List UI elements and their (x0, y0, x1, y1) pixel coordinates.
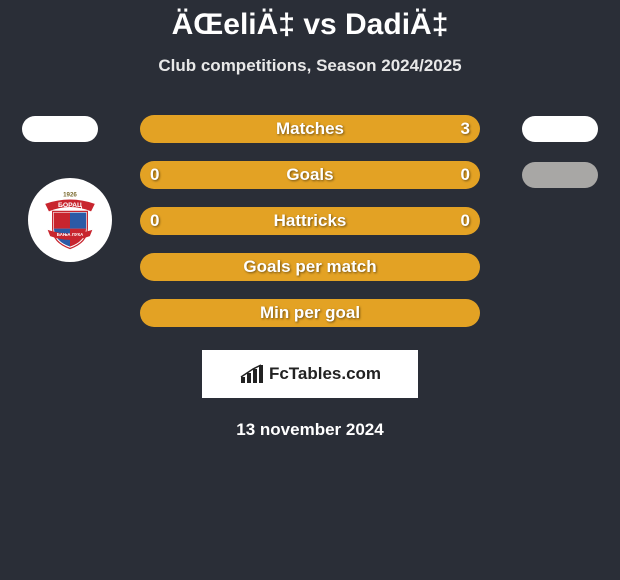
badge-shield-q1 (54, 213, 70, 229)
stat-value-right: 0 (461, 211, 470, 231)
stat-value-left: 0 (150, 211, 159, 231)
stat-pill: Matches 3 (140, 115, 480, 143)
stat-label: Hattricks (274, 211, 347, 231)
stat-pill: Min per goal (140, 299, 480, 327)
stat-value-left: 0 (150, 165, 159, 185)
stat-row: Matches 3 (0, 106, 620, 152)
badge-top-text: БОРАЦ (58, 202, 82, 209)
stat-label: Min per goal (260, 303, 360, 323)
club-crest-icon: 1926 БОРАЦ БАЊА ЛУКА (39, 189, 101, 251)
footer-logo: FcTables.com (239, 363, 381, 385)
side-pill-right (522, 116, 598, 142)
stat-value-right: 3 (461, 119, 470, 139)
stat-pill: Goals per match (140, 253, 480, 281)
footer-logo-box[interactable]: FcTables.com (202, 350, 418, 398)
date-text: 13 november 2024 (0, 420, 620, 440)
side-pill-right-grey (522, 162, 598, 188)
club-badge-left: 1926 БОРАЦ БАЊА ЛУКА (28, 178, 112, 262)
widget-root: ÄŒeliÄ‡ vs DadiÄ‡ Club competitions, Sea… (0, 0, 620, 580)
stat-row: Min per goal (0, 290, 620, 336)
page-title: ÄŒeliÄ‡ vs DadiÄ‡ (0, 0, 620, 42)
side-pill-left (22, 116, 98, 142)
badge-bottom-text: БАЊА ЛУКА (57, 232, 84, 237)
page-subtitle: Club competitions, Season 2024/2025 (0, 56, 620, 76)
stat-pill: 0 Goals 0 (140, 161, 480, 189)
stat-label: Goals (286, 165, 333, 185)
footer-logo-text: FcTables.com (269, 364, 381, 384)
stat-value-right: 0 (461, 165, 470, 185)
badge-year: 1926 (63, 191, 77, 198)
stat-label: Matches (276, 119, 344, 139)
bars-icon (239, 363, 265, 385)
stat-pill: 0 Hattricks 0 (140, 207, 480, 235)
stat-label: Goals per match (243, 257, 376, 277)
badge-shield-q2 (70, 213, 86, 229)
